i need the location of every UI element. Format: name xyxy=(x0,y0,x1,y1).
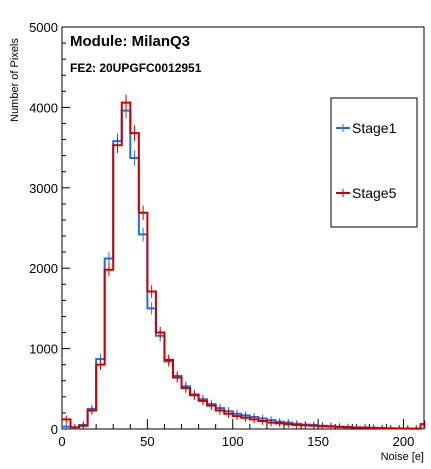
legend: Stage1 Stage5 xyxy=(330,97,418,228)
y-tick-label: 4000 xyxy=(29,100,58,115)
legend-box xyxy=(330,97,418,228)
plot-frame xyxy=(61,26,425,430)
x-tick-label: 200 xyxy=(393,434,415,449)
legend-entry-stage1: Stage1 xyxy=(336,120,397,136)
y-tick-label: 5000 xyxy=(29,20,58,35)
x-tick-label: 150 xyxy=(307,434,329,449)
chart-subtitle: FE2: 20UPGFC0012951 xyxy=(70,61,202,75)
x-tick-label: 100 xyxy=(222,434,244,449)
x-tick-label: 50 xyxy=(140,434,154,449)
y-tick-label: 0 xyxy=(51,422,58,437)
x-axis-ticks: 0 50 100 150 200 xyxy=(58,419,422,449)
y-axis-ticks: 0 1000 2000 3000 4000 5000 xyxy=(29,20,70,437)
legend-label-stage5: Stage5 xyxy=(352,185,397,201)
x-axis-label: Noise [e] xyxy=(381,451,424,463)
legend-label-stage1: Stage1 xyxy=(352,120,397,136)
chart-title: Module: MilanQ3 xyxy=(70,33,190,50)
y-tick-label: 2000 xyxy=(29,261,58,276)
x-tick-label: 0 xyxy=(58,434,65,449)
series-layer xyxy=(62,94,426,430)
y-tick-label: 1000 xyxy=(29,342,58,357)
y-axis-label: Number of Pixels xyxy=(9,38,21,122)
legend-entry-stage5: Stage5 xyxy=(336,185,397,201)
series-stage5 xyxy=(62,94,426,430)
y-tick-label: 3000 xyxy=(29,181,58,196)
